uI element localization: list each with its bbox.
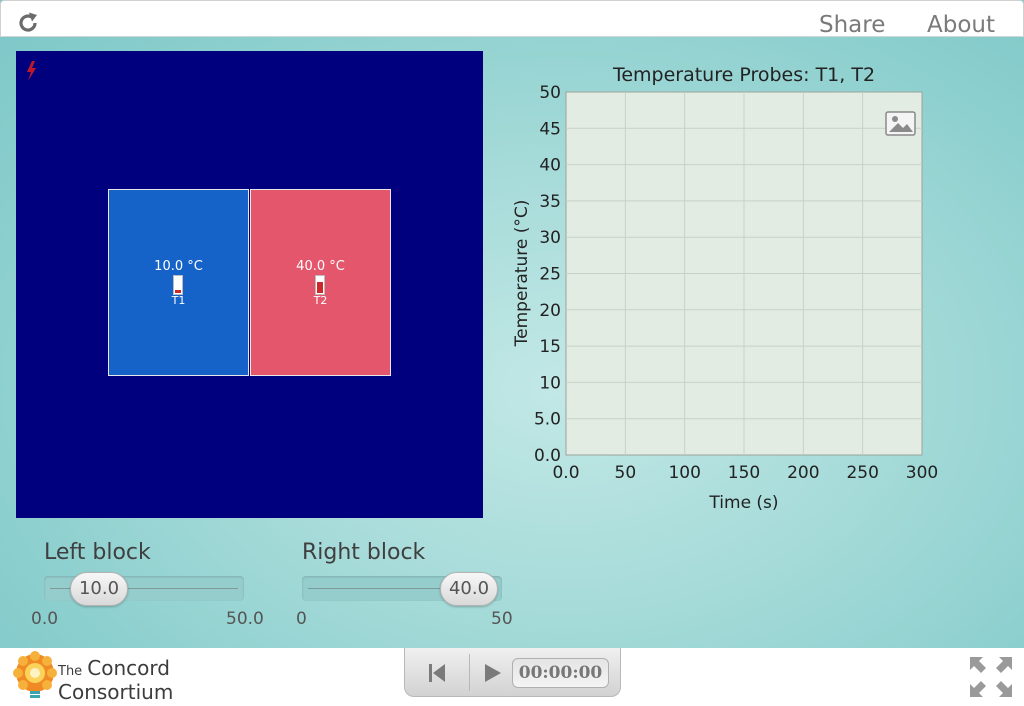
- right-block-slider-handle[interactable]: 40.0: [440, 572, 498, 606]
- right-block-slider-title: Right block: [302, 540, 426, 565]
- share-link[interactable]: Share: [819, 12, 886, 38]
- y-tick-label: 30: [539, 228, 561, 248]
- x-tick-label: 50: [615, 463, 637, 483]
- control-divider: [469, 654, 470, 691]
- x-axis-ticks: 0.0 50 100 150 200 250 300: [552, 463, 938, 483]
- right-slider-max-label: 50: [491, 609, 513, 629]
- x-axis-label: Time (s): [708, 493, 778, 513]
- concord-consortium-logo-icon[interactable]: [13, 651, 57, 703]
- left-slider-max-label: 50.0: [226, 609, 264, 629]
- thermometer-t2[interactable]: [315, 275, 325, 295]
- x-tick-label: 150: [728, 463, 760, 483]
- left-block-temperature: 10.0 °C: [154, 259, 203, 274]
- x-tick-label: 250: [846, 463, 878, 483]
- logo-text-consortium: Consortium: [58, 680, 174, 704]
- right-block-temperature: 40.0 °C: [296, 259, 345, 274]
- logo-text-the: The: [58, 664, 83, 679]
- right-slider-min-label: 0: [296, 609, 307, 629]
- top-bar: Share About: [0, 0, 1024, 38]
- y-tick-label: 15: [539, 337, 561, 357]
- left-block-slider-handle[interactable]: 10.0: [70, 572, 128, 606]
- y-tick-label: 0.0: [534, 446, 561, 466]
- grid: [566, 92, 922, 455]
- x-tick-label: 100: [668, 463, 700, 483]
- play-icon[interactable]: [481, 662, 503, 684]
- logo-text: The Concord Consortium: [58, 658, 173, 702]
- y-tick-label: 5.0: [534, 410, 561, 430]
- simulation-canvas[interactable]: 10.0 °C T1 40.0 °C T2: [16, 51, 483, 518]
- y-tick-label: 10: [539, 373, 561, 393]
- temperature-graph[interactable]: Temperature Probes: T1, T2 0.0 50 100 150 20…: [505, 56, 955, 526]
- y-tick-label: 35: [539, 192, 561, 212]
- time-display: 00:00:00: [512, 658, 609, 688]
- playback-controls: 00:00:00: [404, 648, 621, 697]
- left-block[interactable]: 10.0 °C T1: [108, 189, 249, 376]
- y-tick-label: 40: [539, 156, 561, 176]
- left-block-slider-title: Left block: [44, 540, 151, 565]
- x-tick-label: 300: [906, 463, 938, 483]
- right-block[interactable]: 40.0 °C T2: [250, 189, 391, 376]
- y-tick-label: 20: [539, 301, 561, 321]
- x-tick-label: 0.0: [552, 463, 579, 483]
- thermometer-t1[interactable]: [173, 275, 183, 295]
- y-axis-ticks: 0.0 5.0 10 15 20 25 30 35 40 45 50: [534, 83, 561, 466]
- left-slider-min-label: 0.0: [31, 609, 59, 629]
- graph-title: Temperature Probes: T1, T2: [612, 64, 875, 86]
- reload-icon[interactable]: [16, 11, 40, 35]
- probe-label-t2: T2: [313, 294, 328, 307]
- skip-back-icon[interactable]: [426, 662, 448, 684]
- lightning-icon[interactable]: [25, 61, 37, 81]
- y-tick-label: 25: [539, 265, 561, 285]
- y-axis-label: Temperature (°C): [512, 200, 532, 348]
- bottom-bar: The Concord Consortium 00:00:00: [0, 648, 1024, 706]
- image-snapshot-icon[interactable]: [885, 111, 916, 136]
- x-tick-label: 200: [787, 463, 819, 483]
- y-tick-label: 45: [539, 119, 561, 139]
- probe-label-t1: T1: [171, 294, 186, 307]
- y-tick-label: 50: [539, 83, 561, 103]
- logo-text-concord: Concord: [87, 656, 170, 680]
- fullscreen-icon[interactable]: [968, 655, 1014, 699]
- about-link[interactable]: About: [927, 12, 996, 38]
